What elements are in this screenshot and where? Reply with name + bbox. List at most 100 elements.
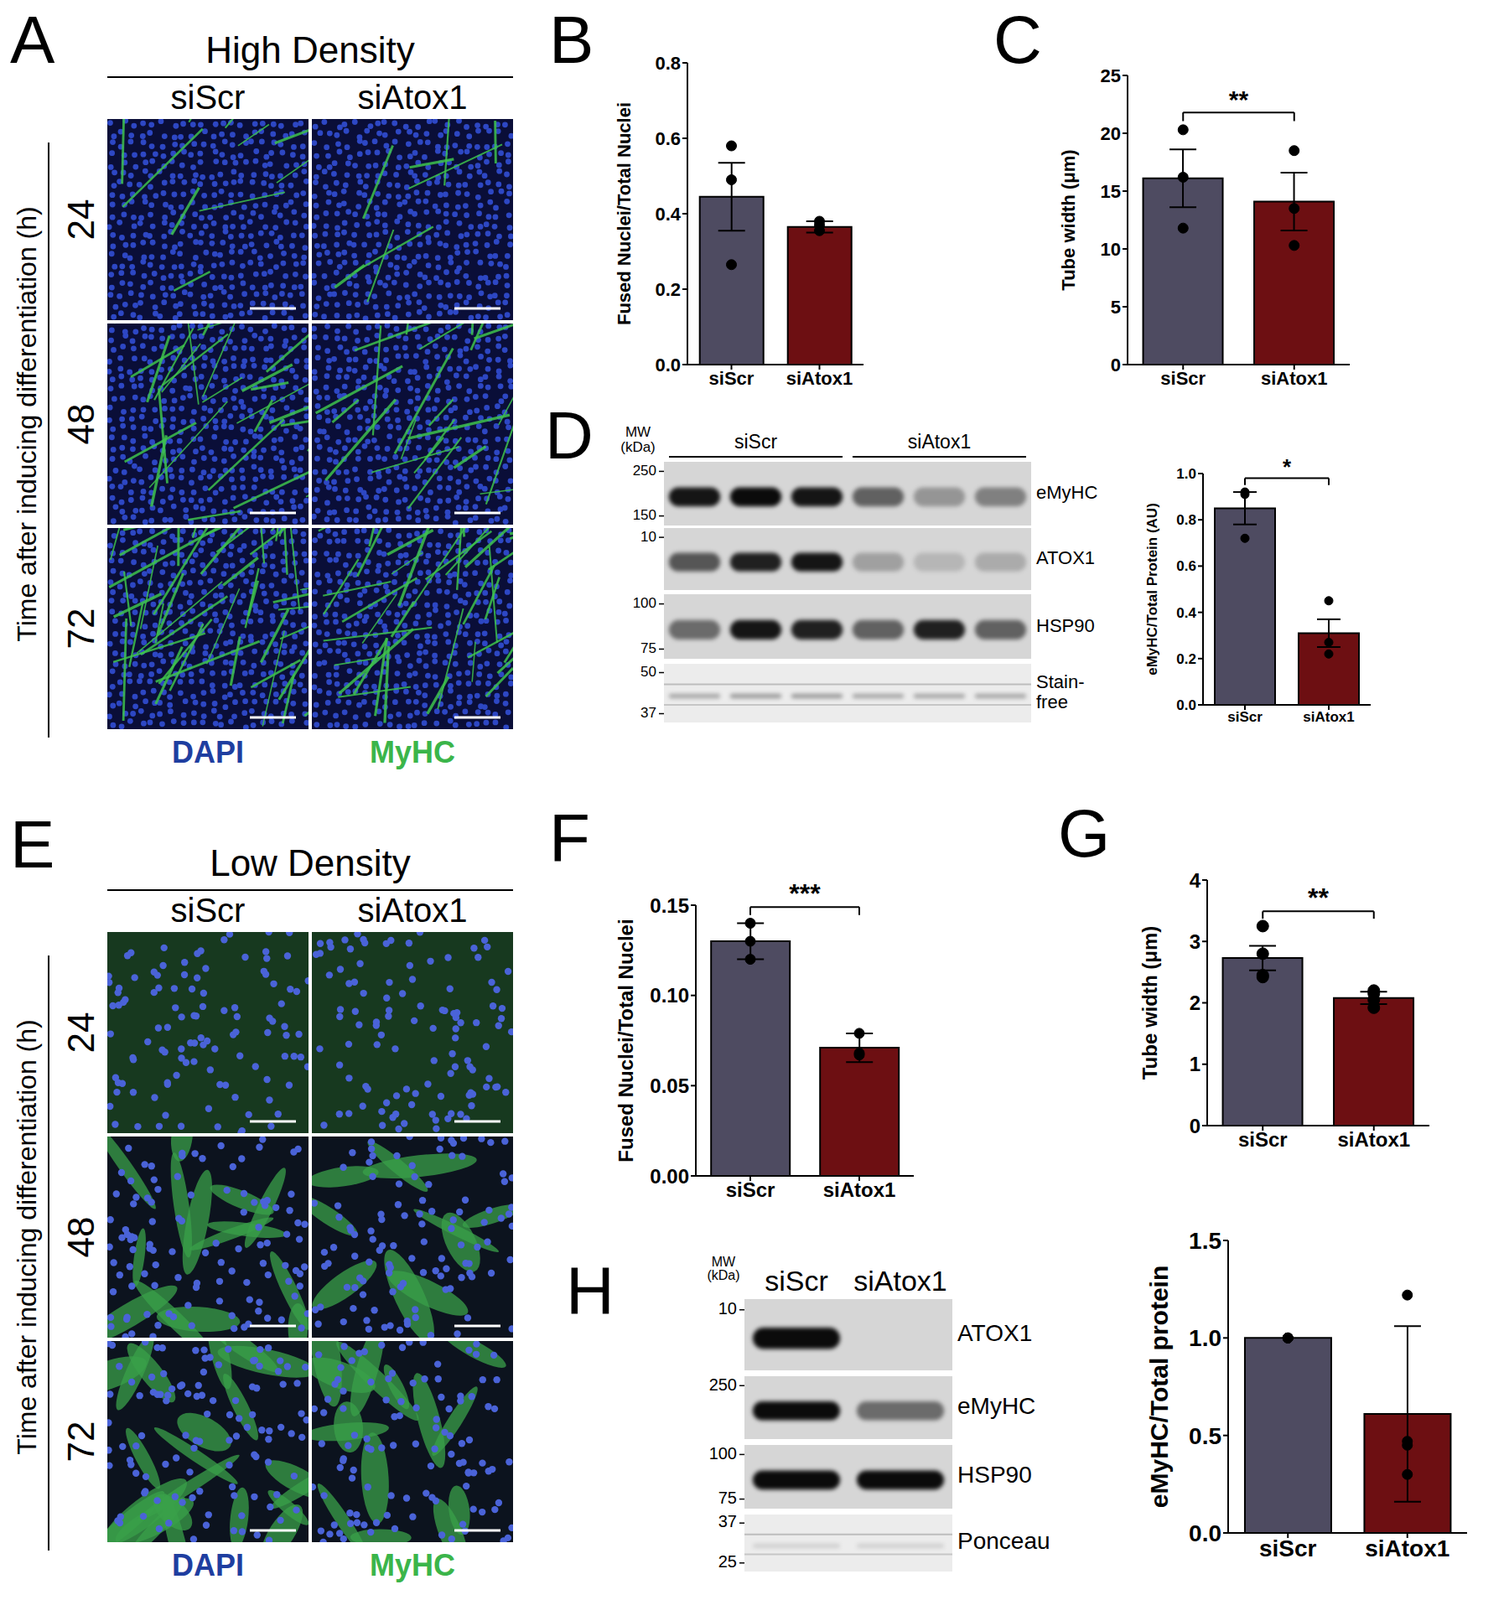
svg-text:0.15: 0.15 xyxy=(649,894,690,918)
svg-text:0.10: 0.10 xyxy=(649,984,690,1007)
svg-text:MW: MW xyxy=(711,1254,737,1270)
svg-text:24: 24 xyxy=(60,199,102,241)
svg-text:siScr: siScr xyxy=(1259,1535,1318,1562)
svg-text:eMyHC: eMyHC xyxy=(1036,482,1098,503)
svg-text:0.4: 0.4 xyxy=(654,203,681,225)
svg-text:5: 5 xyxy=(1110,296,1121,318)
svg-text:Stain-free: Stain-free xyxy=(1036,671,1084,713)
svg-text:0.05: 0.05 xyxy=(649,1074,690,1098)
svg-text:siAtox1: siAtox1 xyxy=(357,78,467,116)
svg-text:(kDa): (kDa) xyxy=(706,1268,740,1283)
svg-text:*: * xyxy=(1282,454,1292,480)
svg-text:37: 37 xyxy=(640,705,657,721)
svg-text:250: 250 xyxy=(709,1375,737,1395)
svg-text:0: 0 xyxy=(1189,1114,1201,1138)
svg-text:siScr: siScr xyxy=(734,430,778,453)
svg-text:0.4: 0.4 xyxy=(1176,605,1197,622)
svg-text:72: 72 xyxy=(60,1421,102,1463)
svg-text:siScr: siScr xyxy=(1160,368,1206,389)
svg-text:(kDa): (kDa) xyxy=(620,439,656,456)
svg-text:0.8: 0.8 xyxy=(654,52,681,74)
svg-text:0.6: 0.6 xyxy=(654,128,681,150)
svg-text:Tube width (μm): Tube width (μm) xyxy=(1057,149,1079,291)
svg-text:20: 20 xyxy=(1100,123,1121,145)
svg-text:High Density: High Density xyxy=(205,29,415,71)
svg-text:HSP90: HSP90 xyxy=(957,1462,1032,1489)
svg-text:siAtox1: siAtox1 xyxy=(1302,709,1354,726)
svg-text:MW: MW xyxy=(625,424,651,441)
svg-text:**: ** xyxy=(1307,882,1329,913)
svg-text:15: 15 xyxy=(1100,181,1121,203)
svg-text:0.2: 0.2 xyxy=(654,279,681,301)
svg-text:siScr: siScr xyxy=(764,1265,829,1297)
svg-text:eMyHC: eMyHC xyxy=(957,1393,1036,1420)
svg-text:siAtox1: siAtox1 xyxy=(786,368,853,389)
svg-text:siScr: siScr xyxy=(709,368,755,389)
svg-text:Fused Nuclei/Total Nuclei: Fused Nuclei/Total Nuclei xyxy=(613,102,635,326)
svg-text:HSP90: HSP90 xyxy=(1036,614,1095,636)
svg-text:1.5: 1.5 xyxy=(1188,1228,1222,1255)
svg-text:ATOX1: ATOX1 xyxy=(957,1320,1032,1347)
svg-text:50: 50 xyxy=(640,663,657,680)
svg-text:siAtox1: siAtox1 xyxy=(907,430,971,453)
svg-text:1: 1 xyxy=(1189,1052,1201,1076)
svg-text:1.0: 1.0 xyxy=(1188,1325,1222,1352)
svg-text:250: 250 xyxy=(632,462,657,479)
svg-text:0.00: 0.00 xyxy=(649,1165,690,1188)
svg-text:siAtox1: siAtox1 xyxy=(823,1178,897,1202)
svg-text:0: 0 xyxy=(1110,354,1121,376)
svg-text:100: 100 xyxy=(709,1444,737,1463)
svg-text:72: 72 xyxy=(60,608,102,650)
svg-text:25: 25 xyxy=(718,1552,737,1572)
svg-text:48: 48 xyxy=(60,404,102,446)
svg-text:MyHC: MyHC xyxy=(369,1548,456,1583)
svg-text:siScr: siScr xyxy=(171,78,246,116)
svg-text:siAtox1: siAtox1 xyxy=(1337,1128,1411,1152)
svg-text:siScr: siScr xyxy=(1227,709,1263,726)
svg-text:eMyHC/Total Protein (AU): eMyHC/Total Protein (AU) xyxy=(1144,503,1161,676)
svg-text:3: 3 xyxy=(1189,930,1201,954)
svg-text:siScr: siScr xyxy=(171,891,246,929)
svg-text:25: 25 xyxy=(1100,65,1121,87)
svg-text:siAtox1: siAtox1 xyxy=(1364,1535,1450,1562)
svg-text:0.5: 0.5 xyxy=(1188,1423,1222,1450)
svg-text:eMyHC/Total protein: eMyHC/Total protein xyxy=(1145,1265,1173,1509)
svg-text:0.8: 0.8 xyxy=(1176,512,1197,529)
svg-text:10: 10 xyxy=(640,528,657,545)
svg-text:**: ** xyxy=(1228,85,1250,114)
svg-text:DAPI: DAPI xyxy=(171,735,244,770)
svg-text:siAtox1: siAtox1 xyxy=(1260,368,1328,389)
svg-text:Fused Nuclei/Total Nuclei: Fused Nuclei/Total Nuclei xyxy=(614,918,638,1162)
svg-text:2: 2 xyxy=(1189,991,1201,1015)
svg-text:75: 75 xyxy=(640,640,657,657)
svg-text:MyHC: MyHC xyxy=(369,735,456,770)
svg-text:1.0: 1.0 xyxy=(1176,466,1197,483)
svg-text:siScr: siScr xyxy=(1238,1128,1288,1152)
svg-text:0.0: 0.0 xyxy=(1176,697,1197,714)
svg-text:10: 10 xyxy=(718,1299,737,1318)
svg-text:4: 4 xyxy=(1189,869,1202,892)
svg-text:siAtox1: siAtox1 xyxy=(357,891,467,929)
svg-text:siAtox1: siAtox1 xyxy=(853,1265,948,1297)
svg-text:0.0: 0.0 xyxy=(1188,1520,1222,1547)
svg-text:10: 10 xyxy=(1100,238,1121,260)
svg-text:ATOX1: ATOX1 xyxy=(1036,547,1095,569)
html-text:G: G xyxy=(1057,796,1111,872)
svg-text:100: 100 xyxy=(632,595,657,612)
svg-text:0.6: 0.6 xyxy=(1176,558,1197,575)
svg-text:DAPI: DAPI xyxy=(171,1548,244,1583)
svg-text:***: *** xyxy=(788,878,821,909)
svg-text:Tube width (μm): Tube width (μm) xyxy=(1138,926,1162,1081)
svg-text:75: 75 xyxy=(718,1488,737,1508)
svg-text:siScr: siScr xyxy=(725,1178,776,1202)
svg-text:0.2: 0.2 xyxy=(1176,651,1197,668)
svg-text:150: 150 xyxy=(632,507,657,524)
svg-text:0.0: 0.0 xyxy=(654,354,681,376)
svg-text:48: 48 xyxy=(60,1217,102,1259)
svg-text:37: 37 xyxy=(718,1512,737,1531)
svg-text:Time after inducing differenti: Time after inducing differentiation (h) xyxy=(11,1019,42,1455)
svg-text:24: 24 xyxy=(60,1012,102,1054)
svg-text:Time after inducing differenti: Time after inducing differentiation (h) xyxy=(11,206,42,642)
svg-text:Ponceau: Ponceau xyxy=(957,1528,1051,1555)
svg-text:Low Density: Low Density xyxy=(209,842,411,884)
